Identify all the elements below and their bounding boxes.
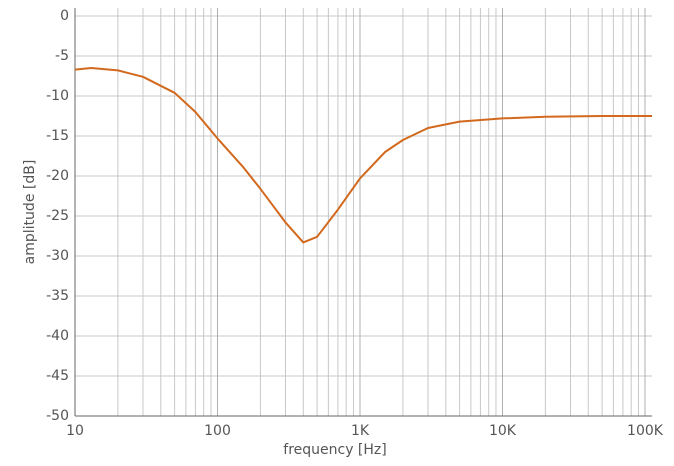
y-tick-label: -30 (46, 248, 69, 264)
y-tick-label: -5 (55, 48, 69, 64)
x-tick-label: 10 (66, 423, 84, 439)
y-tick-label: -25 (46, 208, 69, 224)
y-tick-label: -10 (46, 88, 69, 104)
line (74, 67, 652, 244)
y-tick-label: -35 (46, 288, 69, 304)
y-tick-label: -40 (46, 328, 69, 344)
y-tick-label: 0 (60, 8, 69, 24)
y-tick-label: -45 (46, 368, 69, 384)
x-axis-label: frequency [Hz] (283, 442, 386, 458)
x-tick-label: 100K (627, 423, 664, 439)
y-tick-label: -20 (46, 168, 69, 184)
x-tick-label: 1K (351, 423, 370, 439)
y-axis-label: amplitude [dB] (22, 160, 38, 265)
x-tick-label: 10K (489, 423, 517, 439)
y-tick-label: -15 (46, 128, 69, 144)
y-tick-label: -50 (46, 408, 69, 424)
x-tick-label: 100 (204, 423, 231, 439)
